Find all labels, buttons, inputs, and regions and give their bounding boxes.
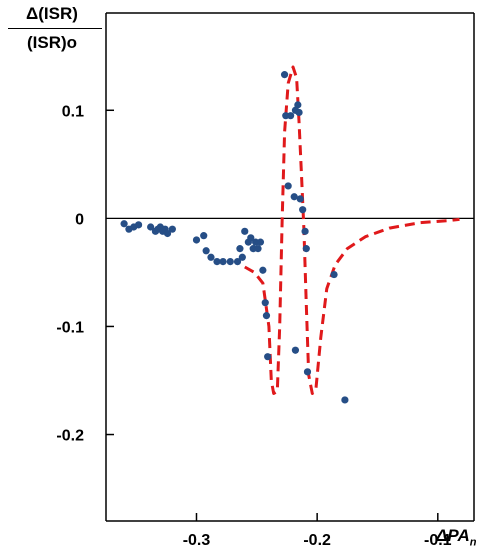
data-point [299,206,307,214]
data-point [163,229,172,238]
data-point [341,396,349,404]
y-tick-label: -0.1 [56,319,84,336]
data-point [233,257,242,266]
data-point [254,245,262,253]
points-layer [120,71,349,404]
y-axis-title-denominator-text: (ISR)o [26,33,78,52]
y-tick-label: 0 [75,211,84,228]
axes-layer [105,12,475,522]
tick-label-layer: 0.1 0 -0.1 -0.2 -0.3 -0.2 -0.1 [56,103,451,549]
data-point [147,223,155,231]
data-point [213,257,221,266]
y-axis-title-numerator-text: Δ(ISR) [26,4,78,23]
data-point [202,247,210,255]
data-point [236,245,244,253]
y-axis-title-fraction-bar [8,28,102,29]
data-point [303,368,312,376]
data-point [264,353,272,361]
data-point [290,193,298,201]
x-tick-label: -0.3 [183,532,211,549]
data-point [296,195,304,203]
data-point [219,257,227,266]
data-point [192,236,201,244]
data-point [247,234,255,242]
x-axis-title-symbol: ΔPA [436,526,470,545]
data-point [295,108,303,117]
data-point [262,312,271,320]
data-point [200,232,208,240]
data-point [261,299,269,307]
x-axis-title-subscript: n [469,536,477,549]
x-axis-title: ΔPAn [436,526,477,548]
data-point [226,257,234,266]
y-tick-label: 0.1 [62,103,84,120]
data-point [256,238,265,246]
data-point [134,221,143,229]
x-tick-label: -0.1 [424,532,452,549]
data-point [301,227,309,235]
data-point [241,227,249,235]
data-point [284,182,292,190]
data-point [207,253,215,261]
data-point [291,346,300,354]
data-point [238,253,246,261]
data-point [330,270,338,279]
curve-layer [244,65,460,395]
data-point [120,220,128,228]
model-curve-line [244,65,460,395]
data-point [287,112,295,120]
data-point [302,245,310,253]
data-point [280,71,289,79]
data-point [168,225,176,233]
y-axis-title-denominator: (ISR)o [0,33,104,53]
data-point [294,101,302,109]
y-tick-label: -0.2 [56,428,84,445]
y-axis-title-numerator: Δ(ISR) [0,4,104,24]
x-tick-label: -0.2 [303,532,331,549]
data-point [259,266,267,274]
